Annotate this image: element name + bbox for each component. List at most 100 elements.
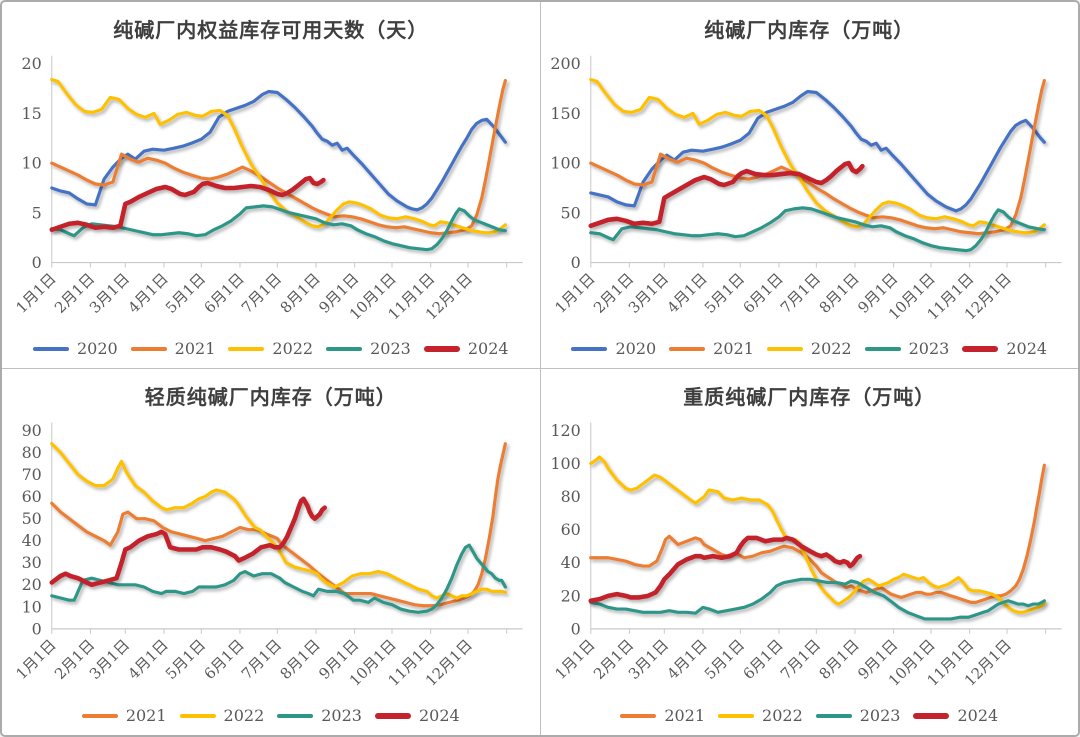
legend-item-2021: 2021 [669, 339, 754, 358]
legend-swatch-2024 [374, 712, 411, 719]
legend-label: 2024 [1006, 339, 1048, 358]
y-axis-label: 120 [550, 421, 580, 440]
legend-label: 2021 [664, 706, 706, 725]
y-axis-label: 80 [560, 487, 580, 506]
y-axis-label: 70 [22, 465, 42, 484]
legend-swatch-2021 [669, 346, 706, 351]
legend-swatch-2024 [913, 712, 950, 719]
x-axis-label: 4月1日 [663, 636, 710, 683]
legend-label: 2023 [321, 706, 362, 725]
x-axis-label: 7月1日 [238, 636, 285, 683]
legend-swatch-2021 [81, 713, 118, 718]
y-axis-label: 100 [550, 154, 580, 173]
legend-item-2021: 2021 [81, 706, 167, 725]
series-line-2020 [50, 89, 507, 212]
x-axis-label: 8月1日 [815, 270, 862, 317]
x-axis-label: 8月1日 [277, 270, 324, 317]
x-axis-label: 1月1日 [12, 636, 59, 683]
y-axis-label: 40 [22, 531, 42, 550]
y-axis-label: 20 [560, 586, 580, 605]
legend-label: 2022 [762, 706, 803, 725]
series-line-2024 [49, 496, 327, 588]
x-axis-label: 6月1日 [201, 270, 248, 317]
legend-label: 2021 [174, 339, 216, 358]
legend-label: 2024 [418, 706, 460, 725]
chart-title: 纯碱厂内库存（万吨） [704, 18, 915, 42]
x-axis-label: 8月1日 [815, 636, 862, 683]
legend-label: 2024 [467, 339, 509, 358]
x-axis-label: 4月1日 [124, 270, 171, 317]
legend-item-2020: 2020 [32, 339, 118, 358]
series-line-2021 [50, 442, 507, 608]
y-axis-label: 20 [22, 575, 42, 594]
legend-item-2024: 2024 [962, 339, 1047, 358]
x-axis-label: 6月1日 [739, 270, 786, 317]
legend-label: 2022 [223, 706, 265, 725]
legend-label: 2023 [370, 339, 411, 358]
series-line-2020 [588, 89, 1046, 213]
legend-label: 2023 [859, 706, 901, 725]
legend-swatch-2020 [571, 346, 608, 351]
series-line-2023 [588, 577, 1046, 621]
y-axis-label: 90 [22, 421, 42, 440]
legend-item-2022: 2022 [179, 706, 265, 725]
y-axis-label: 30 [22, 553, 42, 572]
series-line-2022 [588, 77, 1046, 235]
x-axis-label: 7月1日 [238, 270, 285, 317]
x-axis-label: 5月1日 [700, 270, 747, 317]
series-line-2021 [50, 78, 507, 236]
x-axis-label: 1月1日 [551, 270, 598, 317]
legend-item-2022: 2022 [228, 339, 313, 358]
legend-item-2021: 2021 [620, 706, 705, 725]
legend-item-2020: 2020 [571, 339, 656, 358]
legend-item-2024: 2024 [374, 706, 460, 725]
chart-panel-total-inventory: 纯碱厂内库存（万吨） 0 50 100 150 200 1月1日 2月1日 3月1日 4月1日 5… [540, 2, 1078, 368]
series-line-2024 [49, 175, 326, 233]
x-axis-label: 6月1日 [200, 636, 247, 683]
x-axis-label: 3月1日 [624, 270, 671, 317]
legend-item-2023: 2023 [277, 706, 362, 725]
y-axis-label: 40 [560, 553, 580, 572]
series-line-2023 [50, 204, 507, 252]
series-line-2022 [588, 455, 1046, 614]
x-axis-label: 6月1日 [739, 636, 786, 683]
y-axis-label: 0 [570, 619, 580, 638]
legend-swatch-2021 [130, 346, 167, 351]
y-axis-label: 0 [570, 253, 580, 272]
legend-swatch-2020 [32, 346, 69, 351]
chart-canvas: 051015201月1日2月1日3月1日4月1日5月1日6月1日7月1日8月1日… [12, 54, 523, 323]
y-axis-label: 0 [32, 253, 42, 272]
chart-canvas: 0501001502001月1日2月1日3月1日4月1日5月1日6月1日7月1日… [550, 54, 1062, 323]
chart-legend: 2021 2022 2023 2024 [541, 706, 1079, 725]
series-line-2024 [587, 160, 865, 229]
legend-item-2023: 2023 [326, 339, 411, 358]
legend-swatch-2023 [864, 346, 901, 351]
series-line-2023 [588, 206, 1046, 253]
y-axis-label: 10 [22, 154, 42, 173]
legend-swatch-2022 [718, 713, 755, 718]
legend-swatch-2021 [620, 713, 657, 718]
legend-swatch-2024 [423, 345, 460, 352]
y-axis-label: 5 [32, 203, 42, 222]
chart-panel-equity-inventory-days: 纯碱厂内权益库存可用天数（天） 0 5 10 15 20 1月1日 2月1日 3月1日 4月1日… [2, 2, 540, 368]
legend-swatch-2023 [277, 713, 314, 718]
chart-legend: 2020 2021 2022 2023 2024 [2, 339, 540, 358]
y-axis-label: 10 [22, 597, 42, 616]
x-axis-label: 1月1日 [551, 636, 598, 683]
x-axis-label: 7月1日 [776, 636, 823, 683]
chart-panel-heavy-soda-inventory: 重质纯碱厂内库存（万吨） 0 20 40 60 80 100 120 1月1日 2月1日 3月1日… [540, 369, 1079, 735]
chart-title: 纯碱厂内权益库存可用天数（天） [113, 18, 429, 42]
chart-title: 重质纯碱厂内库存（万吨） [683, 385, 936, 409]
x-axis-label: 5月1日 [700, 636, 747, 683]
y-axis-label: 150 [550, 104, 580, 123]
x-axis-label: 3月1日 [86, 636, 133, 683]
series-line-2024 [587, 535, 862, 604]
series-line-2023 [50, 543, 507, 614]
x-axis-label: 3月1日 [624, 636, 671, 683]
series-line-2022 [50, 77, 507, 235]
legend-swatch-2022 [179, 713, 216, 718]
x-axis-label: 4月1日 [124, 636, 171, 683]
legend-label: 2021 [125, 706, 167, 725]
legend-swatch-2024 [962, 345, 999, 352]
y-axis-label: 50 [22, 509, 42, 528]
